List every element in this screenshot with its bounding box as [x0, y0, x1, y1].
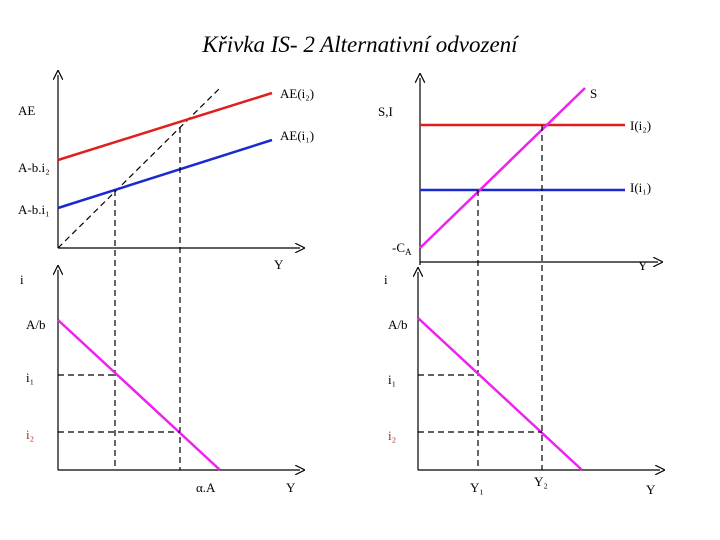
ae-i2-line [57, 91, 273, 162]
label: i₂ [26, 427, 34, 442]
intercept-label: -CA [392, 240, 412, 257]
label: i₁ [26, 370, 34, 385]
label: AE [18, 103, 35, 118]
label: i₂ [388, 428, 396, 443]
label-sub: A [405, 247, 412, 257]
panel-ae: AE A-b.i₂ A-b.i₁ AE(i₂) AE(i₁) Y [18, 75, 314, 470]
label-main: -C [392, 240, 405, 255]
label: i [384, 272, 388, 287]
title: Křivka IS- 2 Alternativní odvození [201, 32, 520, 57]
line-45 [57, 87, 221, 249]
label: i₁ [388, 372, 396, 387]
label: I(i₁) [630, 180, 651, 195]
label: Y₁ [470, 480, 484, 495]
label: α.A [196, 480, 216, 495]
label: Y [274, 257, 284, 272]
s-line [419, 87, 586, 249]
panel-is-left: i A/b i₁ i₂ α.A Y [20, 270, 300, 495]
label: Y₂ [534, 474, 548, 489]
label: i [20, 272, 24, 287]
label: S,I [378, 104, 393, 119]
label: Y [286, 480, 296, 495]
ae-i1-line [57, 138, 273, 210]
label: S [590, 86, 597, 101]
is-line [417, 317, 583, 471]
panel-is-right: i A/b i₁ i₂ Y₁ Y₂ Y [384, 272, 660, 497]
label: A/b [388, 317, 408, 332]
panel-si: S,I S I(i₂) I(i₁) Y -CA [378, 78, 658, 470]
label: Y [646, 482, 656, 497]
is-line [57, 319, 221, 471]
label: I(i₂) [630, 118, 651, 133]
label: AE(i₁) [280, 128, 314, 143]
label: A-b.i₂ [18, 160, 50, 175]
label: AE(i₂) [280, 86, 314, 101]
label: A-b.i₁ [18, 202, 50, 217]
label: A/b [26, 317, 46, 332]
label: Y [638, 258, 648, 273]
